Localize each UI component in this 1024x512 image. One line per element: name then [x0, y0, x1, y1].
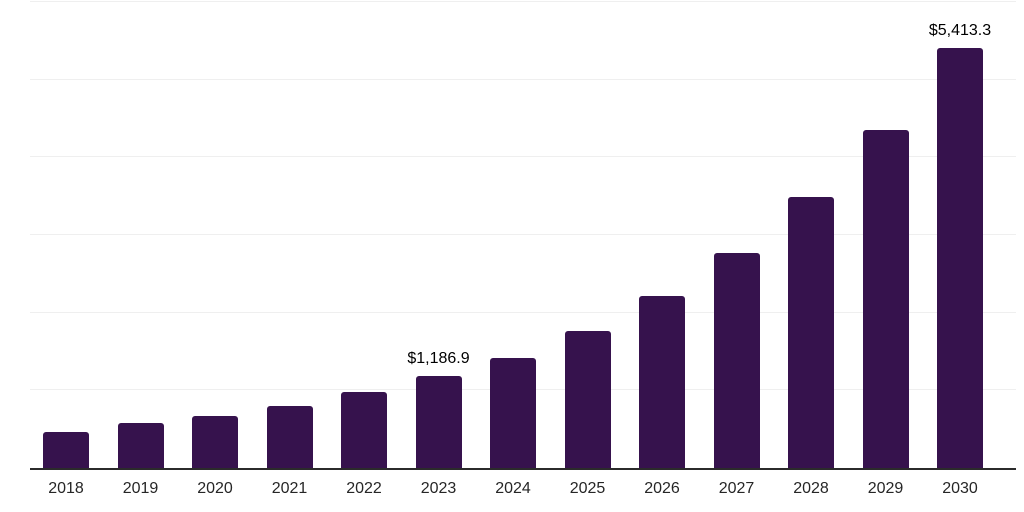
x-tick-2022: 2022 — [346, 480, 382, 497]
bar-2020 — [192, 415, 238, 468]
bar-slot-2023: $1,186.9 — [407, 0, 470, 468]
bar-slot-2029 — [862, 0, 909, 468]
gridline-4000 — [30, 156, 1016, 158]
bar-slot-2018 — [43, 0, 89, 468]
gridline-6000 — [30, 1, 1016, 2]
x-tick-2025: 2025 — [569, 480, 606, 497]
bar-slot-2022 — [341, 0, 387, 468]
bar-2028 — [788, 196, 834, 468]
bar-2029 — [862, 130, 909, 468]
x-tick-2019: 2019 — [122, 480, 159, 497]
x-tick-2026: 2026 — [644, 480, 680, 497]
plot-area: $1,186.9 $5,413.3 — [30, 0, 1016, 470]
x-tick-2027: 2027 — [718, 480, 755, 497]
x-axis-tick-row: 2018 2019 2020 2021 2022 2023 2024 2025 2026 2027… — [43, 480, 983, 498]
x-tick-2023: 2023 — [420, 480, 457, 497]
bar-2023 — [415, 375, 462, 468]
bar-2026 — [639, 295, 685, 468]
bar-slot-2026 — [639, 0, 685, 468]
x-tick-2021: 2021 — [271, 480, 308, 497]
x-tick-2029: 2029 — [867, 480, 904, 497]
bar-slot-2028 — [788, 0, 834, 468]
gridline-5000 — [30, 78, 1016, 80]
bar-slot-2025 — [564, 0, 611, 468]
gridline-3000 — [30, 234, 1016, 235]
x-tick-2018: 2018 — [48, 480, 84, 497]
bar-2018 — [43, 431, 89, 468]
x-tick-2024: 2024 — [495, 480, 531, 497]
bar-2022 — [341, 391, 387, 468]
bar-2025 — [564, 330, 611, 468]
bars-container: $1,186.9 $5,413.3 — [43, 0, 991, 468]
bar-2027 — [713, 252, 760, 468]
gridline-2000 — [30, 311, 1016, 313]
bar-value-label-2030: $5,413.3 — [928, 21, 992, 39]
x-tick-2020: 2020 — [197, 480, 233, 497]
bar-slot-2030: $5,413.3 — [929, 0, 991, 468]
x-tick-2030: 2030 — [942, 480, 978, 497]
bar-slot-2024 — [490, 0, 536, 468]
bar-2019 — [117, 422, 164, 468]
x-tick-2028: 2028 — [793, 480, 829, 497]
bar-2021 — [266, 405, 313, 468]
bar-2024 — [490, 357, 536, 468]
bar-value-label-2023: $1,186.9 — [407, 349, 470, 367]
bar-2030 — [937, 47, 983, 468]
bar-slot-2027 — [713, 0, 760, 468]
bar-slot-2019 — [117, 0, 164, 468]
bar-slot-2020 — [192, 0, 238, 468]
bar-slot-2021 — [266, 0, 313, 468]
